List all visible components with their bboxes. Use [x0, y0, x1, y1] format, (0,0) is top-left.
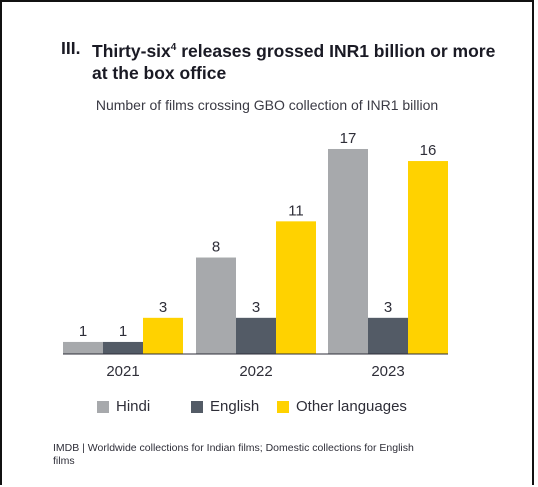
- bar-english-2021: [103, 341, 143, 354]
- legend-swatch: [97, 400, 109, 413]
- chart-title: Number of films crossing GBO collection …: [95, 97, 439, 113]
- legend-label: English: [210, 398, 260, 415]
- bar-other-languages-2023: [408, 161, 448, 354]
- x-tick-label-2022: 2022: [239, 363, 272, 380]
- legend-item-other-languages: Other languages: [277, 398, 407, 415]
- data-label-english-2021: 1: [119, 323, 127, 340]
- title-text-part2: releases grossed INR1 billion or more at…: [92, 40, 496, 83]
- section-number: III.: [61, 38, 81, 58]
- figure-title: III. Thirty-six4 releases grossed INR1 b…: [61, 37, 501, 84]
- bar-hindi-2022: [196, 257, 236, 354]
- data-label-hindi-2022: 8: [212, 239, 220, 256]
- x-tick-label-2021: 2021: [106, 363, 139, 380]
- legend-label: Hindi: [116, 398, 151, 415]
- legend-item-hindi: Hindi: [97, 398, 150, 415]
- legend-item-english: English: [191, 398, 259, 415]
- title-text-part1: Thirty-six: [92, 40, 171, 61]
- bar-other-languages-2021: [143, 317, 183, 354]
- data-label-hindi-2023: 17: [340, 130, 357, 147]
- data-label-other-languages-2021: 3: [159, 299, 167, 316]
- data-label-english-2023: 3: [384, 299, 392, 316]
- data-label-hindi-2021: 1: [79, 323, 87, 340]
- title-superscript: 4: [170, 42, 177, 53]
- data-label-other-languages-2022: 11: [288, 202, 304, 219]
- bar-other-languages-2022: [276, 221, 316, 354]
- bar-hindi-2023: [328, 148, 368, 354]
- x-tick-label-2023: 2023: [371, 363, 404, 380]
- legend-swatch: [277, 400, 289, 413]
- bar-english-2023: [368, 317, 408, 354]
- legend-label: Other languages: [296, 398, 407, 415]
- data-label-other-languages-2023: 16: [420, 142, 437, 159]
- data-label-english-2022: 3: [252, 299, 260, 316]
- source-note: IMDB | Worldwide collections for Indian …: [53, 442, 414, 467]
- legend-swatch: [191, 400, 203, 413]
- bar-hindi-2021: [63, 341, 103, 354]
- chart-legend: Hindi English Other languages: [0, 398, 534, 418]
- bar-english-2022: [236, 317, 276, 354]
